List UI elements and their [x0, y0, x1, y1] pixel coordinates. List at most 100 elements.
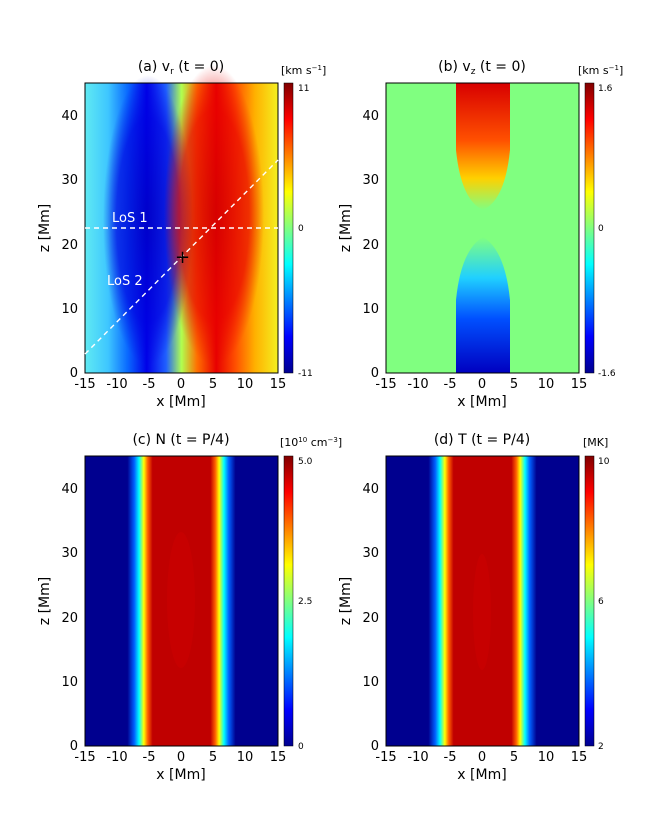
y-tick: 20 — [362, 611, 379, 626]
x-tick: -5 — [143, 750, 156, 765]
x-axis-label-d: x [Mm] — [457, 767, 506, 783]
colorbar-a — [284, 83, 293, 373]
x-ticks-a: -15 -10 -5 0 5 10 15 — [74, 377, 286, 392]
plot-frame-b — [385, 82, 580, 374]
colorbar-b-mid: 0 — [598, 224, 604, 234]
y-tick: 10 — [362, 302, 379, 317]
x-tick: 5 — [209, 750, 217, 765]
x-tick: -10 — [407, 377, 428, 392]
panel-d-title: (d) T (t = P/4) — [434, 432, 530, 448]
los1-label: LoS 1 — [112, 211, 148, 226]
x-ticks-d: -15 -10 -5 0 5 10 15 — [375, 750, 587, 765]
y-axis-label-b: z [Mm] — [338, 204, 354, 252]
x-tick: 15 — [270, 377, 287, 392]
y-tick: 0 — [371, 739, 379, 754]
colorbar-b — [585, 83, 594, 373]
x-tick: 0 — [177, 377, 185, 392]
y-axis-label-c: z [Mm] — [37, 577, 53, 625]
y-tick: 30 — [362, 546, 379, 561]
panel-b: (b) vz (t = 0) [km s−1] 1.6 0 -1.6 -15 -… — [338, 59, 623, 410]
colorbar-a-min: -11 — [298, 369, 313, 379]
x-tick: 10 — [538, 750, 555, 765]
x-tick: 5 — [209, 377, 217, 392]
x-tick: -15 — [74, 377, 95, 392]
colorbar-d-mid: 6 — [598, 597, 604, 607]
colorbar-b-unit: [km s−1] — [578, 64, 623, 77]
heatmap-b — [386, 83, 579, 373]
colorbar-d-max: 10 — [598, 457, 610, 467]
heatmap-c — [85, 456, 278, 746]
plot-frame-d — [385, 455, 580, 747]
x-tick: 0 — [478, 377, 486, 392]
loop-center-marker: + — [175, 247, 190, 268]
colorbar-c — [284, 456, 293, 746]
y-tick: 40 — [61, 109, 78, 124]
panel-d: (d) T (t = P/4) [MK] 10 6 2 -15 -10 -5 0… — [338, 432, 610, 783]
colorbar-b-max: 1.6 — [598, 84, 613, 94]
x-axis-label-c: x [Mm] — [156, 767, 205, 783]
colorbar-d-min: 2 — [598, 742, 604, 752]
y-tick: 40 — [362, 109, 379, 124]
y-tick: 40 — [61, 482, 78, 497]
y-axis-label-a: z [Mm] — [37, 204, 53, 252]
panel-c: (c) N (t = P/4) [1010 cm−3] 5.0 2.5 0 -1… — [37, 432, 342, 783]
plot-frame-c — [84, 455, 279, 747]
colorbar-d-unit: [MK] — [583, 436, 608, 449]
colorbar-c-min: 0 — [298, 742, 304, 752]
x-tick: -15 — [375, 377, 396, 392]
panel-c-title: (c) N (t = P/4) — [132, 432, 229, 448]
x-tick: 15 — [571, 377, 588, 392]
y-tick: 0 — [70, 366, 78, 381]
y-tick: 10 — [61, 302, 78, 317]
x-tick: -10 — [106, 377, 127, 392]
y-axis-label-d: z [Mm] — [338, 577, 354, 625]
y-tick: 0 — [70, 739, 78, 754]
y-tick: 10 — [61, 675, 78, 690]
y-tick: 0 — [371, 366, 379, 381]
y-tick: 30 — [362, 173, 379, 188]
los2-label: LoS 2 — [107, 274, 143, 289]
x-tick: 5 — [510, 750, 518, 765]
x-axis-label-a: x [Mm] — [156, 394, 205, 410]
x-axis-label-b: x [Mm] — [457, 394, 506, 410]
x-tick: 15 — [571, 750, 588, 765]
y-tick: 10 — [362, 675, 379, 690]
y-tick: 30 — [61, 546, 78, 561]
colorbar-a-mid: 0 — [298, 224, 304, 234]
x-tick: -15 — [375, 750, 396, 765]
colorbar-b-min: -1.6 — [598, 369, 616, 379]
x-tick: -5 — [444, 377, 457, 392]
x-tick: 10 — [538, 377, 555, 392]
x-tick: -15 — [74, 750, 95, 765]
x-tick: -10 — [106, 750, 127, 765]
colorbar-c-max: 5.0 — [298, 457, 313, 467]
y-tick: 20 — [362, 238, 379, 253]
heatmap-a — [85, 65, 278, 373]
x-tick: -5 — [444, 750, 457, 765]
colorbar-a-unit: [km s−1] — [281, 64, 326, 77]
panel-b-title: (b) vz (t = 0) — [438, 59, 526, 77]
colorbar-a-max: 11 — [298, 84, 309, 94]
y-tick: 20 — [61, 611, 78, 626]
x-tick: 10 — [237, 750, 254, 765]
x-tick: -10 — [407, 750, 428, 765]
x-tick: 10 — [237, 377, 254, 392]
colorbar-c-mid: 2.5 — [298, 597, 312, 607]
y-ticks-d: 0 10 20 30 40 — [362, 482, 379, 754]
x-tick: -5 — [143, 377, 156, 392]
x-tick: 15 — [270, 750, 287, 765]
y-tick: 40 — [362, 482, 379, 497]
colorbar-c-unit: [1010 cm−3] — [280, 436, 342, 449]
panel-a-title: (a) vr (t = 0) — [138, 59, 224, 77]
x-tick: 0 — [478, 750, 486, 765]
x-tick: 5 — [510, 377, 518, 392]
los2-line — [84, 159, 279, 355]
x-tick: 0 — [177, 750, 185, 765]
colorbar-d — [585, 456, 594, 746]
y-tick: 20 — [61, 238, 78, 253]
y-ticks-a: 0 10 20 30 40 — [61, 109, 78, 381]
x-ticks-c: -15 -10 -5 0 5 10 15 — [74, 750, 286, 765]
x-ticks-b: -15 -10 -5 0 5 10 15 — [375, 377, 587, 392]
y-ticks-c: 0 10 20 30 40 — [61, 482, 78, 754]
